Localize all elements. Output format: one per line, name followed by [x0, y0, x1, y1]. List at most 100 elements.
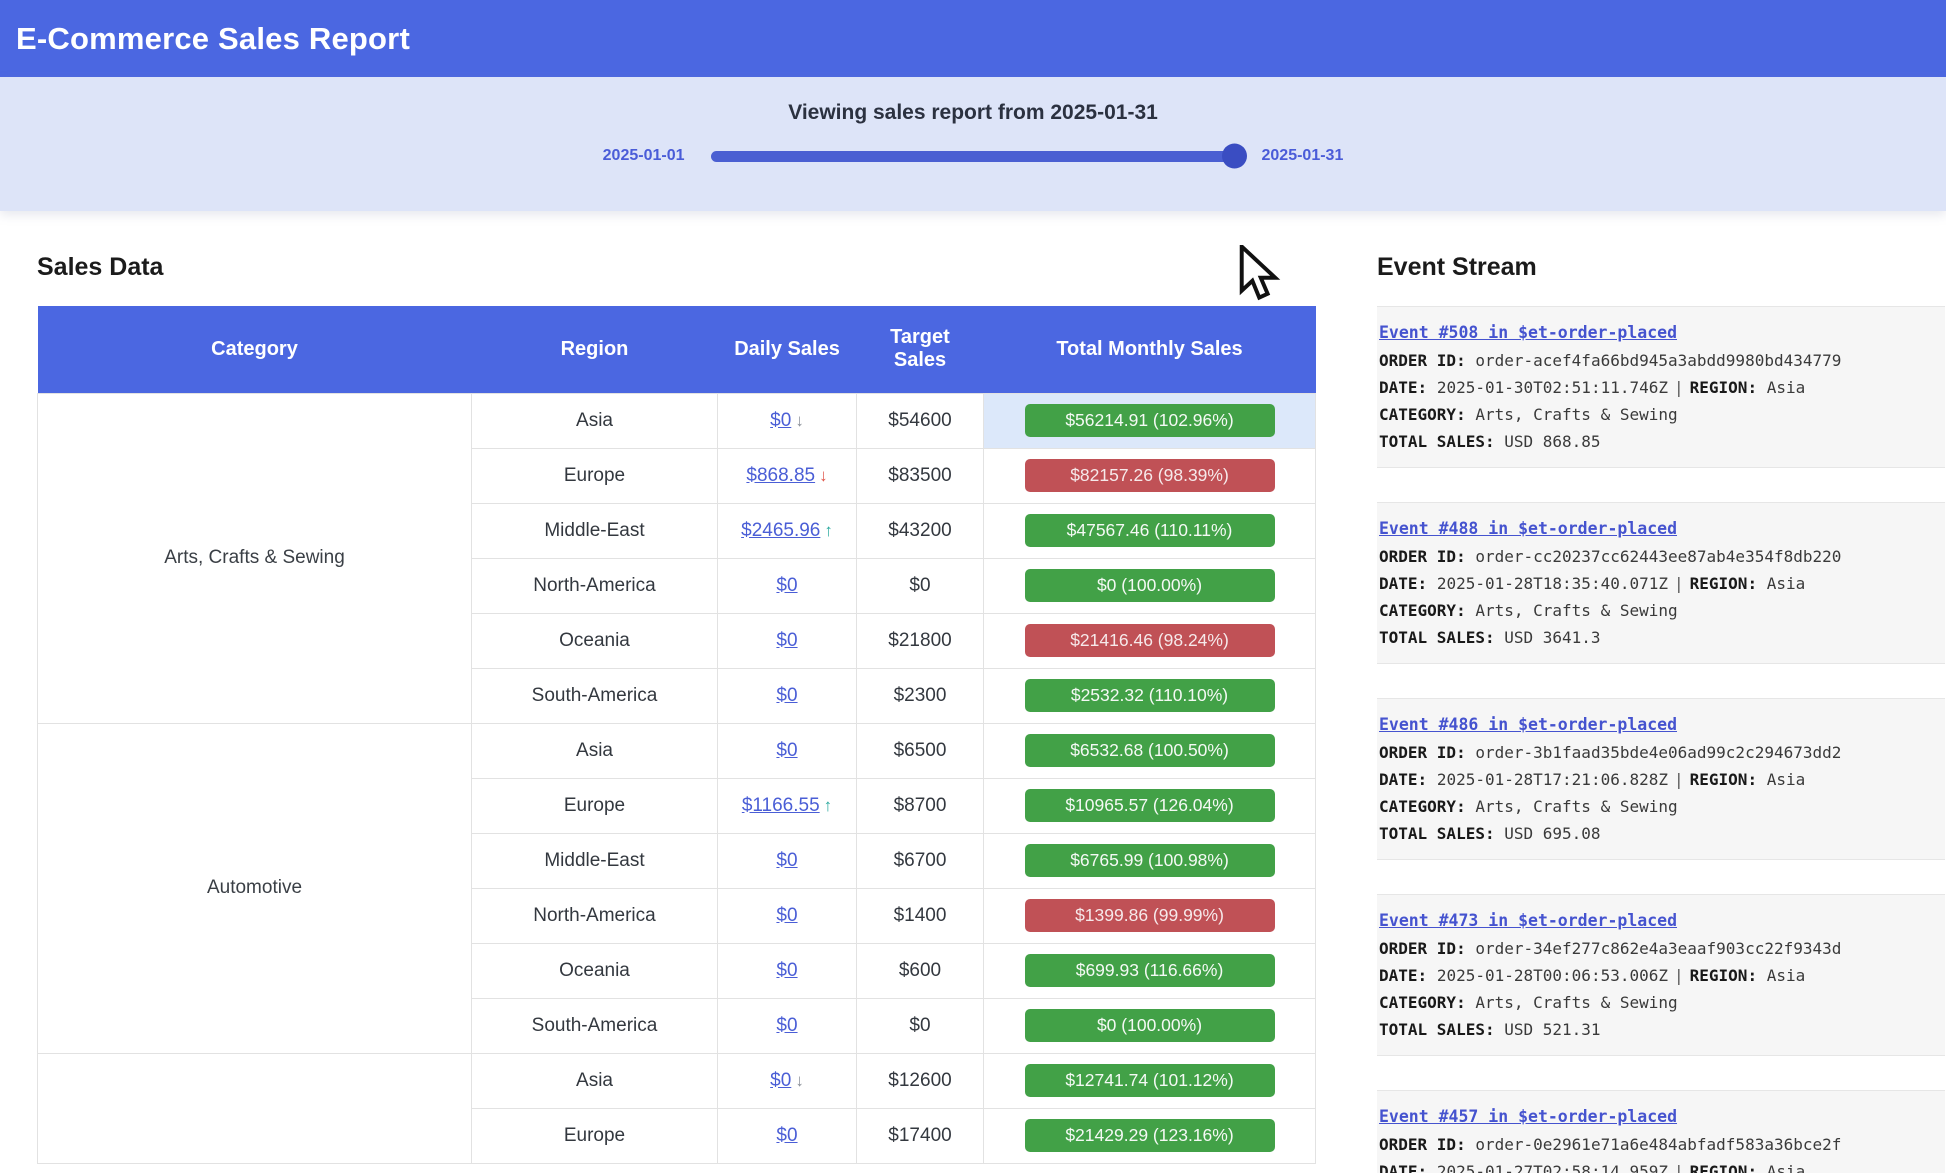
target-sales-cell: $54600	[856, 392, 984, 449]
daily-sales-link[interactable]: $0	[776, 904, 798, 926]
sales-table-row: Automotive Asia $0 $6500 $6532.68 (100.5…	[37, 722, 1316, 1054]
event-link[interactable]: Event #508 in $et-order-placed	[1379, 323, 1678, 342]
region-cell: Middle-East	[471, 832, 718, 889]
region-cell: Middle-East	[471, 502, 718, 559]
daily-sales-link[interactable]: $0	[776, 629, 798, 651]
daily-sales-link[interactable]: $0	[776, 959, 798, 981]
monthly-sales-cell: $1399.86 (99.99%)	[983, 887, 1316, 944]
sales-table-row: Arts, Crafts & Sewing Asia $0 ↓ $54600 $5…	[37, 392, 1316, 724]
daily-sales-cell: $0	[717, 997, 857, 1054]
target-sales-cell: $6500	[856, 722, 984, 779]
daily-sales-link[interactable]: $0	[776, 684, 798, 706]
daily-sales-link[interactable]: $868.85	[746, 464, 816, 486]
daily-sales-link[interactable]: $1166.55	[741, 794, 820, 816]
slider-row: 2025-01-01 2025-01-31	[0, 143, 1946, 169]
monthly-sales-badge: $21416.46 (98.24%)	[1024, 624, 1275, 657]
order-id-line: ORDER ID: order-0e2961e71a6e484abfadf583…	[1379, 1135, 1842, 1154]
sales-table-row: Middle-East $2465.96 ↑ $43200 $47567.46 (…	[38, 502, 1316, 559]
daily-sales-cell: $0	[717, 832, 857, 889]
event-stream-list: Event #508 in $et-order-placed ORDER ID:…	[1377, 306, 1945, 1173]
category-line: CATEGORY: Arts, Crafts & Sewing	[1379, 405, 1678, 424]
daily-sales-link[interactable]: $0	[776, 1014, 798, 1036]
region-cell: South-America	[471, 997, 718, 1054]
category-cell: Automotive	[37, 722, 472, 1054]
trend-arrow-icon: ↓	[819, 465, 828, 485]
monthly-sales-badge: $6765.99 (100.98%)	[1024, 844, 1275, 877]
monthly-sales-badge: $10965.57 (126.04%)	[1024, 789, 1275, 822]
sales-table-row: South-America $0 $2300 $2532.32 (110.10%…	[38, 667, 1316, 724]
event-card: Event #488 in $et-order-placed ORDER ID:…	[1377, 502, 1945, 664]
monthly-sales-badge: $82157.26 (98.39%)	[1024, 459, 1275, 492]
target-sales-cell: $17400	[856, 1107, 984, 1164]
monthly-sales-cell: $47567.46 (110.11%)	[983, 502, 1316, 559]
target-sales-cell: $0	[856, 557, 984, 614]
target-sales-cell: $0	[856, 997, 984, 1054]
monthly-sales-cell: $21429.29 (123.16%)	[983, 1107, 1316, 1164]
order-id-line: ORDER ID: order-cc20237cc62443ee87ab4e35…	[1379, 547, 1842, 566]
date-slider-track[interactable]	[710, 143, 1247, 169]
region-cell: Asia	[471, 392, 718, 449]
target-sales-cell: $12600	[856, 1052, 984, 1109]
app-header: E-Commerce Sales Report	[0, 0, 1946, 77]
date-region-line: DATE: 2025-01-30T02:51:11.746Z | REGION: A…	[1379, 378, 1806, 397]
event-link[interactable]: Event #457 in $et-order-placed	[1379, 1107, 1678, 1126]
daily-sales-link[interactable]: $0	[770, 409, 792, 431]
monthly-sales-cell: $6765.99 (100.98%)	[983, 832, 1316, 889]
daily-sales-link[interactable]: $0	[776, 1124, 798, 1146]
region-cell: Europe	[471, 1107, 718, 1164]
monthly-sales-cell: $82157.26 (98.39%)	[983, 447, 1316, 504]
sales-table-body: Arts, Crafts & Sewing Asia $0 ↓ $54600 $5…	[37, 392, 1316, 1164]
monthly-sales-cell: $699.93 (116.66%)	[983, 942, 1316, 999]
monthly-sales-badge: $0 (100.00%)	[1024, 569, 1275, 602]
order-id-line: ORDER ID: order-acef4fa66bd945a3abdd9980…	[1379, 351, 1842, 370]
event-link[interactable]: Event #488 in $et-order-placed	[1379, 519, 1678, 538]
event-card: Event #457 in $et-order-placed ORDER ID:…	[1377, 1090, 1945, 1173]
region-cell: Europe	[471, 447, 718, 504]
date-slider-handle[interactable]	[1221, 143, 1247, 169]
event-card: Event #486 in $et-order-placed ORDER ID:…	[1377, 698, 1945, 860]
column-header-target-sales: Target Sales	[856, 306, 984, 393]
monthly-sales-cell: $0 (100.00%)	[983, 557, 1316, 614]
daily-sales-cell: $0	[717, 667, 857, 724]
column-header-daily-sales: Daily Sales	[717, 306, 857, 393]
event-link[interactable]: Event #486 in $et-order-placed	[1379, 715, 1678, 734]
region-cell: Oceania	[471, 942, 718, 999]
event-stream-panel: Event Stream Event #508 in $et-order-pla…	[1377, 239, 1945, 1173]
sales-table: Category Region Daily Sales Target Sales…	[37, 306, 1316, 1164]
monthly-sales-cell: $2532.32 (110.10%)	[983, 667, 1316, 724]
daily-sales-link[interactable]: $0	[776, 849, 798, 871]
daily-sales-cell: $1166.55 ↑	[717, 777, 857, 834]
column-header-category: Category	[37, 306, 472, 393]
date-region-line: DATE: 2025-01-28T00:06:53.006Z | REGION: A…	[1379, 966, 1806, 985]
total-sales-line: TOTAL SALES: USD 521.31	[1379, 1020, 1601, 1039]
monthly-sales-badge: $47567.46 (110.11%)	[1024, 514, 1275, 547]
event-link[interactable]: Event #473 in $et-order-placed	[1379, 911, 1678, 930]
daily-sales-link[interactable]: $0	[776, 574, 798, 596]
page-title: E-Commerce Sales Report	[16, 20, 410, 56]
daily-sales-cell: $0 ↓	[717, 392, 857, 449]
event-card: Event #508 in $et-order-placed ORDER ID:…	[1377, 306, 1945, 468]
daily-sales-cell: $0	[717, 887, 857, 944]
region-cell: Asia	[471, 1052, 718, 1109]
sales-table-row: Europe $1166.55 ↑ $8700 $10965.57 (126.04…	[38, 777, 1316, 834]
region-cell: North-America	[471, 887, 718, 944]
sales-table-row: Europe $0 $17400 $21429.29 (123.16%)	[38, 1107, 1316, 1164]
main-content: Sales Data Category Region Daily Sales T…	[0, 211, 1946, 1173]
daily-sales-link[interactable]: $0	[770, 1069, 792, 1091]
daily-sales-cell: $0	[717, 722, 857, 779]
category-line: CATEGORY: Arts, Crafts & Sewing	[1379, 797, 1678, 816]
daily-sales-link[interactable]: $0	[776, 739, 798, 761]
monthly-sales-cell: $56214.91 (102.96%)	[983, 392, 1316, 449]
order-id-line: ORDER ID: order-3b1faad35bde4e06ad99c2c2…	[1379, 743, 1842, 762]
order-id-line: ORDER ID: order-34ef277c862e4a3eaaf903cc…	[1379, 939, 1842, 958]
monthly-sales-badge: $2532.32 (110.10%)	[1024, 679, 1275, 712]
event-card: Event #473 in $et-order-placed ORDER ID:…	[1377, 894, 1945, 1056]
date-region-line: DATE: 2025-01-28T18:35:40.071Z | REGION: A…	[1379, 574, 1806, 593]
target-sales-cell: $43200	[856, 502, 984, 559]
daily-sales-cell: $0	[717, 557, 857, 614]
column-header-region: Region	[471, 306, 718, 393]
daily-sales-link[interactable]: $2465.96	[741, 519, 821, 541]
monthly-sales-cell: $0 (100.00%)	[983, 997, 1316, 1054]
region-cell: Asia	[471, 722, 718, 779]
region-cell: Oceania	[471, 612, 718, 669]
